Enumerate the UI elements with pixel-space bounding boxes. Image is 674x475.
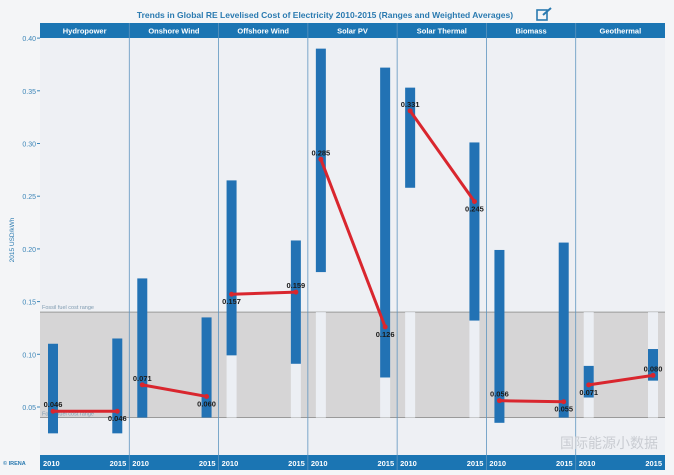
data-label: 0.055	[554, 405, 573, 414]
year-label: 2015	[556, 459, 573, 468]
range-bar	[137, 278, 148, 418]
year-label: 2015	[199, 459, 216, 468]
weighted-average-line	[142, 383, 207, 398]
weighted-average-point	[114, 408, 120, 414]
pale-column	[405, 312, 416, 418]
year-label: 2015	[288, 459, 305, 468]
year-label: 2015	[110, 459, 127, 468]
category-label: Solar Thermal	[417, 27, 467, 36]
category-label: Biomass	[515, 27, 546, 36]
weighted-average-point	[586, 382, 592, 388]
range-bar	[469, 142, 480, 321]
y-tick-label: 0.10	[22, 352, 36, 359]
weighted-average-line	[499, 399, 564, 404]
weighted-average-point	[50, 408, 56, 414]
data-label: 0.071	[133, 374, 152, 383]
fossil-label-bottom: Fossil fuel cost range	[42, 412, 94, 418]
weighted-average-point	[650, 372, 656, 378]
weighted-average-line	[588, 373, 654, 387]
fossil-cost-band	[40, 312, 665, 418]
weighted-average-point	[204, 393, 210, 399]
category-label: Onshore Wind	[148, 27, 200, 36]
category-label: Solar PV	[337, 27, 368, 36]
y-tick-label: 0.30	[22, 142, 36, 149]
range-bar	[290, 240, 301, 364]
weighted-average-point	[318, 156, 324, 162]
y-tick-label: 0.35	[22, 89, 36, 96]
chart-title: Trends in Global RE Levelised Cost of El…	[137, 10, 513, 20]
watermark: 国际能源小数据	[560, 435, 658, 451]
weighted-average-point	[229, 291, 235, 297]
data-label: 0.159	[286, 281, 305, 290]
year-label: 2015	[645, 459, 662, 468]
weighted-average-point	[407, 108, 413, 114]
data-label: 0.056	[490, 390, 509, 399]
category-label: Hydropower	[63, 27, 107, 36]
weighted-average-point	[293, 289, 299, 295]
data-label: 0.285	[311, 148, 330, 157]
data-label: 0.046	[44, 400, 63, 409]
pencil-square-icon	[536, 9, 548, 21]
pale-column	[469, 312, 480, 418]
range-bar	[494, 249, 505, 423]
year-label: 2010	[579, 459, 596, 468]
pale-column	[226, 312, 237, 418]
range-bar	[583, 365, 594, 398]
category-label: Geothermal	[600, 27, 642, 36]
range-bar	[648, 349, 658, 381]
fossil-label-top: Fossil fuel cost range	[42, 305, 94, 311]
weighted-average-point	[139, 382, 145, 388]
range-bar	[112, 338, 123, 434]
year-label: 2015	[467, 459, 484, 468]
weighted-average-point	[561, 399, 567, 405]
data-label: 0.157	[222, 297, 241, 306]
weighted-average-point	[382, 324, 388, 330]
y-axis-label: 2015 USD/kWh	[9, 217, 16, 262]
y-tick-label: 0.05	[22, 405, 36, 412]
credit: © IRENA	[3, 460, 26, 467]
weighted-average-line	[231, 290, 296, 296]
year-label: 2010	[132, 459, 149, 468]
y-tick-label: 0.25	[22, 194, 36, 201]
pencil-icon	[542, 7, 552, 16]
year-label: 2010	[489, 459, 506, 468]
year-footer	[40, 455, 665, 470]
year-label: 2010	[43, 459, 60, 468]
category-label: Offshore Wind	[237, 27, 289, 36]
data-label: 0.060	[197, 399, 216, 408]
weighted-average-point	[496, 398, 502, 404]
data-label: 0.245	[465, 204, 484, 213]
y-tick-label: 0.40	[22, 36, 36, 43]
weighted-average-line	[319, 158, 387, 328]
range-bar	[226, 180, 237, 356]
data-label: 0.046	[108, 414, 127, 423]
year-label: 2010	[311, 459, 328, 468]
range-bar	[380, 67, 391, 378]
range-bar	[405, 87, 416, 188]
pale-column	[290, 312, 301, 418]
category-header	[40, 23, 665, 38]
data-label: 0.331	[401, 100, 420, 109]
data-label: 0.080	[644, 364, 663, 373]
weighted-average-line	[408, 109, 476, 203]
pale-column	[315, 312, 326, 418]
y-tick-label: 0.15	[22, 300, 36, 307]
range-bar	[201, 317, 212, 418]
y-tick-label: 0.20	[22, 247, 36, 254]
data-label: 0.071	[579, 388, 598, 397]
pale-column	[583, 312, 594, 418]
range-bar	[48, 343, 58, 434]
data-label: 0.126	[376, 330, 395, 339]
year-label: 2015	[377, 459, 394, 468]
weighted-average-point	[471, 198, 477, 204]
year-label: 2010	[400, 459, 417, 468]
range-bar	[558, 242, 569, 418]
year-label: 2010	[222, 459, 239, 468]
